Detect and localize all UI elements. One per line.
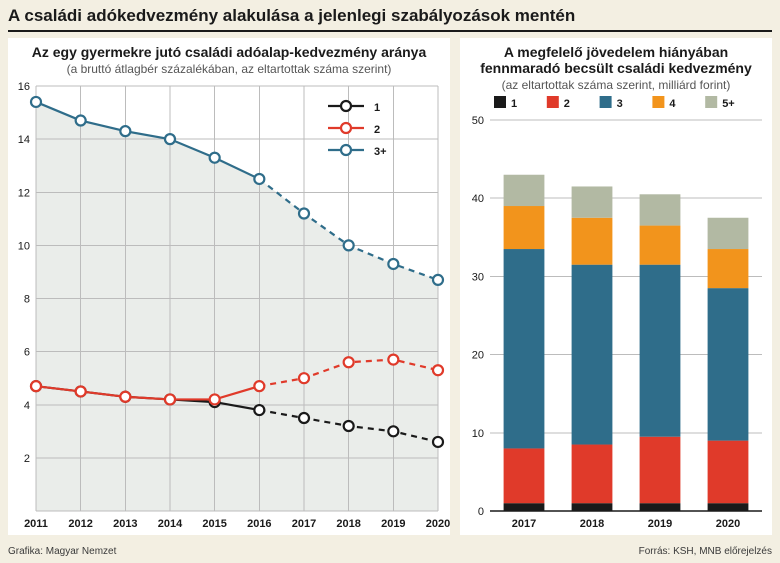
svg-text:16: 16: [18, 81, 30, 93]
svg-text:2017: 2017: [292, 518, 316, 530]
left-chart-title: Az egy gyermekre jutó családi adóalap-ke…: [22, 44, 436, 60]
svg-text:10: 10: [472, 428, 484, 440]
svg-text:2: 2: [374, 124, 380, 136]
svg-text:2019: 2019: [381, 518, 405, 530]
svg-text:2011: 2011: [24, 518, 48, 530]
svg-text:50: 50: [472, 115, 484, 127]
svg-text:2012: 2012: [68, 518, 92, 530]
svg-text:40: 40: [472, 193, 484, 205]
footer-credit-left: Grafika: Magyar Nemzet: [8, 546, 116, 557]
svg-text:3: 3: [617, 98, 623, 110]
svg-text:2020: 2020: [426, 518, 450, 530]
svg-text:2019: 2019: [648, 518, 672, 530]
line-chart-legend: 1 2 3+: [328, 101, 387, 158]
svg-text:4: 4: [669, 98, 676, 110]
bar-chart-legend: 1 2 3 4 5+: [494, 96, 735, 110]
svg-text:2018: 2018: [580, 518, 604, 530]
svg-text:14: 14: [18, 134, 30, 146]
svg-text:4: 4: [24, 400, 30, 412]
svg-text:10: 10: [18, 240, 30, 252]
left-chart-subtitle: (a bruttó átlagbér százalékában, az elta…: [22, 62, 436, 76]
svg-text:12: 12: [18, 187, 30, 199]
svg-text:2016: 2016: [247, 518, 271, 530]
svg-text:20: 20: [472, 350, 484, 362]
svg-text:8: 8: [24, 294, 30, 306]
line-chart: 2468101214162011201220132014201520162017…: [8, 76, 450, 535]
svg-text:30: 30: [472, 271, 484, 283]
right-chart-title: A megfelelő jövedelem hiányában fennmara…: [474, 44, 758, 76]
title-rule: [8, 30, 772, 32]
svg-text:2013: 2013: [113, 518, 137, 530]
footer-credit-right: Forrás: KSH, MNB előrejelzés: [639, 546, 772, 557]
svg-text:2017: 2017: [512, 518, 536, 530]
svg-text:3+: 3+: [374, 146, 387, 158]
svg-text:1: 1: [511, 98, 517, 110]
svg-text:2020: 2020: [716, 518, 740, 530]
stacked-bar-chart: 0 10 20 30 40 50 2017 2018 2019 2020 1 2 3 4 5+: [460, 92, 772, 535]
svg-text:1: 1: [374, 102, 380, 114]
svg-text:2: 2: [564, 98, 570, 110]
svg-text:2018: 2018: [336, 518, 360, 530]
svg-text:6: 6: [24, 347, 30, 359]
svg-text:2015: 2015: [202, 518, 226, 530]
svg-text:0: 0: [478, 506, 484, 518]
svg-text:5+: 5+: [722, 98, 735, 110]
left-panel: Az egy gyermekre jutó családi adóalap-ke…: [8, 38, 450, 535]
right-chart-subtitle: (az eltartottak száma szerint, milliárd …: [474, 78, 758, 92]
svg-text:2014: 2014: [158, 518, 183, 530]
right-panel: A megfelelő jövedelem hiányában fennmara…: [460, 38, 772, 535]
main-title: A családi adókedvezmény alakulása a jele…: [8, 6, 772, 32]
svg-text:2: 2: [24, 453, 30, 465]
